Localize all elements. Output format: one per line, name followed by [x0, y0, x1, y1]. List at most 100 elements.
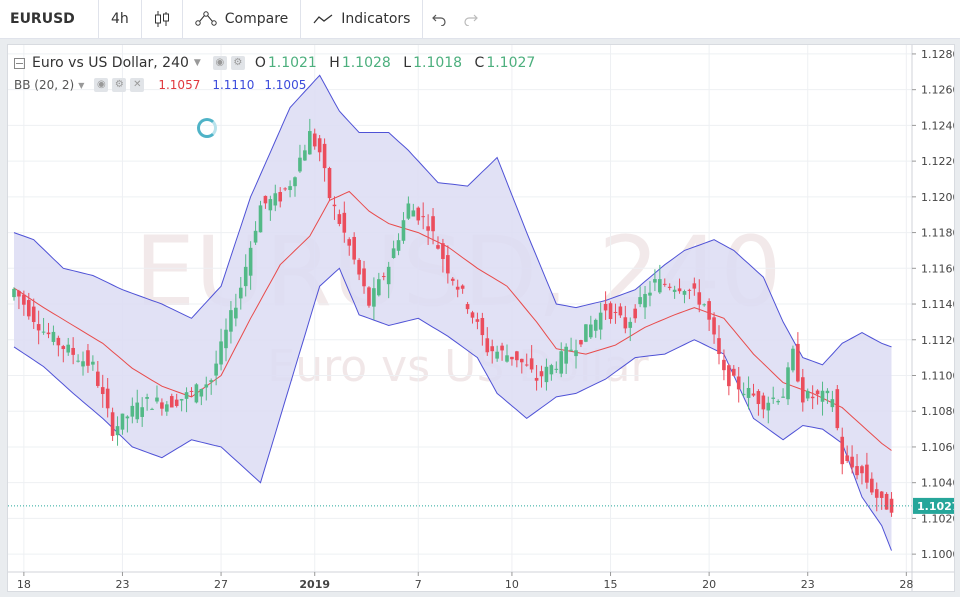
candle-body: [436, 245, 440, 249]
candle-body: [643, 293, 647, 308]
candle-body: [406, 203, 411, 219]
candle-body: [682, 291, 687, 295]
gear-icon[interactable]: ⚙: [112, 78, 127, 92]
candle-body: [667, 286, 672, 288]
candle-body: [184, 392, 189, 399]
candle-body: [421, 216, 425, 218]
candle-body: [431, 216, 435, 232]
candle-body: [534, 377, 539, 381]
candle-body: [71, 347, 75, 355]
candle-body: [396, 240, 401, 251]
eye-icon[interactable]: ◉: [212, 56, 227, 70]
candle-body: [381, 276, 386, 278]
candle-body: [135, 402, 140, 420]
undo-button[interactable]: [423, 0, 455, 38]
loading-spinner-icon: [197, 118, 217, 138]
time-axis[interactable]: 18 23 27 2019 7 10 15 20 23 28: [8, 571, 954, 591]
interval-button[interactable]: 4h: [99, 0, 142, 38]
price-tick-label: 1.1280: [921, 48, 954, 61]
candle-body: [889, 498, 894, 513]
candle-body: [426, 226, 430, 231]
high-key: H: [329, 55, 340, 71]
candle-body: [746, 387, 751, 398]
candle-body: [150, 408, 154, 410]
candle-body: [820, 390, 825, 402]
dropdown-arrow-icon[interactable]: ▼: [78, 80, 85, 90]
dropdown-arrow-icon[interactable]: ▼: [193, 58, 201, 68]
candle-body: [263, 195, 268, 204]
candle-body: [697, 292, 702, 305]
price-tick-label: 1.1080: [921, 405, 954, 418]
candle-body: [238, 287, 243, 299]
candle-body: [209, 380, 213, 383]
candle-body: [717, 338, 721, 355]
candle-body: [204, 384, 209, 388]
candle-body: [81, 361, 85, 367]
price-tick-label: 1.1100: [921, 369, 954, 382]
candle-body: [593, 319, 598, 331]
candle-body: [105, 388, 110, 409]
candle-body: [727, 365, 731, 387]
candle-body: [712, 317, 716, 335]
candle-body: [584, 324, 588, 342]
indicators-button[interactable]: Indicators: [301, 0, 424, 38]
candle-body: [870, 478, 874, 493]
candle-body: [401, 220, 406, 241]
compare-label: Compare: [224, 11, 289, 27]
candle-body: [357, 259, 361, 275]
gear-icon[interactable]: ⚙: [230, 56, 245, 70]
candle-body: [613, 311, 618, 313]
high-value: 1.1028: [341, 55, 391, 71]
candle-body: [515, 351, 519, 361]
candle-body: [416, 207, 421, 221]
candle-body: [771, 397, 776, 399]
chart-style-button[interactable]: [142, 0, 183, 38]
candle-body: [165, 404, 169, 412]
price-tick-label: 1.1040: [921, 477, 954, 490]
candle-body: [61, 346, 66, 350]
last-price-label: 1.1027: [917, 500, 954, 513]
candle-body: [86, 350, 90, 366]
candle-body: [559, 351, 564, 374]
compare-icon: [195, 11, 217, 26]
redo-button[interactable]: [455, 0, 487, 38]
price-chart[interactable]: EURUSD, 240 Euro vs US Dollar 1.12801.12…: [8, 45, 954, 591]
candle-body: [253, 230, 258, 243]
chart-pane[interactable]: EURUSD, 240 Euro vs US Dollar 1.12801.12…: [7, 44, 955, 592]
collapse-legend-icon[interactable]: [14, 57, 25, 69]
time-tick-label: 7: [415, 578, 422, 591]
price-tick-label: 1.1180: [921, 227, 954, 240]
candle-body: [485, 338, 490, 353]
eye-icon[interactable]: ◉: [94, 78, 109, 92]
symbol-search-button[interactable]: EURUSD: [0, 0, 99, 38]
candle-body: [342, 212, 347, 233]
candle-body: [855, 466, 859, 476]
candle-body: [293, 177, 297, 187]
candles-icon: [154, 11, 169, 27]
candle-body: [519, 358, 524, 363]
time-tick-label: 20: [702, 578, 716, 591]
candle-body: [529, 358, 534, 370]
time-tick-label: 28: [899, 578, 913, 591]
candle-body: [145, 397, 149, 399]
candle-body: [367, 287, 371, 306]
candle-body: [110, 412, 115, 436]
candle-body: [31, 306, 36, 323]
candle-body: [761, 395, 766, 410]
compare-button[interactable]: Compare: [183, 0, 302, 38]
candle-body: [598, 312, 603, 330]
candle-body: [874, 489, 879, 498]
indicators-icon: [313, 14, 333, 24]
candle-body: [707, 301, 711, 320]
candle-body: [805, 390, 810, 399]
candle-body: [391, 248, 396, 258]
candle-body: [278, 192, 283, 202]
candle-body: [450, 278, 455, 281]
close-icon[interactable]: ✕: [130, 78, 145, 92]
candle-body: [786, 367, 790, 400]
candle-body: [850, 456, 854, 468]
candle-body: [539, 371, 544, 377]
price-axis[interactable]: 1.1280 1.1260 1.1240 1.1220 1.1200 1.1180 1.11…: [911, 45, 954, 591]
time-tick-label: 10: [505, 578, 519, 591]
candle-body: [510, 356, 514, 360]
